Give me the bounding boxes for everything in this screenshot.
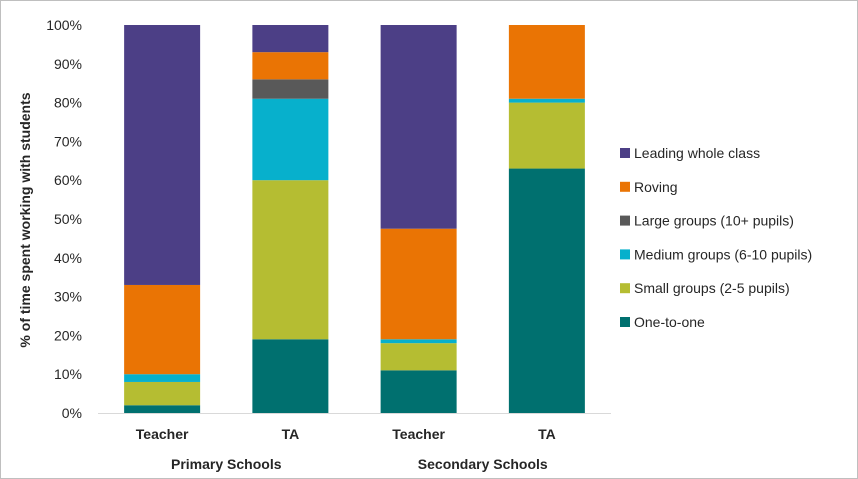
y-tick-label: 40% (54, 250, 82, 266)
bar-small-groups-2-5-pupils (380, 343, 457, 371)
legend-entry: Leading whole class (634, 145, 760, 161)
legend-swatch (620, 215, 630, 226)
legend-swatch (620, 181, 630, 192)
x-category-label: Teacher (392, 426, 445, 442)
y-tick-label: 70% (54, 133, 82, 149)
bar-small-groups-2-5-pupils (508, 102, 585, 169)
y-tick-label: 10% (54, 366, 82, 382)
legend-swatch (620, 249, 630, 260)
x-category-label: TA (282, 426, 300, 442)
bar-one-to-one (508, 168, 585, 413)
legend-entry: Roving (634, 179, 678, 195)
y-tick-label: 50% (54, 211, 82, 227)
bar-leading-whole-class (124, 25, 201, 285)
x-group-label: Primary Schools (171, 456, 282, 472)
legend-entry: Large groups (10+ pupils) (634, 213, 794, 229)
x-category-label: TA (538, 426, 556, 442)
legend: Leading whole class Roving Large groups (1… (620, 145, 812, 330)
bar-one-to-one (124, 405, 201, 413)
legend-entry: One-to-one (634, 314, 705, 330)
y-axis-label: % of time spent working with students (17, 92, 33, 347)
bar-roving (508, 25, 585, 99)
legend-swatch (620, 317, 630, 327)
legend-swatch (620, 283, 630, 294)
legend-entry: Small groups (2-5 pupils) (634, 280, 790, 296)
bar-large-groups-10-pupils (252, 79, 329, 99)
bars (124, 25, 585, 413)
bar-leading-whole-class (380, 25, 457, 229)
y-tick-label: 20% (54, 327, 82, 343)
bar-medium-groups-6-10-pupils (252, 98, 329, 181)
x-category-label: Teacher (136, 426, 189, 442)
bar-medium-groups-6-10-pupils (380, 339, 457, 344)
y-tick-label: 0% (62, 405, 82, 421)
bar-small-groups-2-5-pupils (252, 180, 329, 340)
y-axis: 0% 10% 20% 30% 40% 50% 60% 70% 80% 90% 100% (46, 17, 82, 421)
y-tick-label: 60% (54, 172, 82, 188)
y-tick-label: 100% (46, 17, 82, 33)
bar-leading-whole-class (252, 25, 329, 53)
bar-one-to-one (252, 339, 329, 413)
bar-medium-groups-6-10-pupils (508, 98, 585, 103)
bar-one-to-one (380, 370, 457, 413)
x-group-label: Secondary Schools (418, 456, 548, 472)
legend-swatch (620, 148, 630, 158)
y-tick-label: 90% (54, 56, 82, 72)
bar-small-groups-2-5-pupils (124, 381, 201, 406)
bar-roving (252, 52, 329, 80)
bar-roving (380, 228, 457, 340)
legend-entry: Medium groups (6-10 pupils) (634, 246, 812, 262)
bar-roving (124, 284, 201, 375)
y-tick-label: 30% (54, 289, 82, 305)
bar-medium-groups-6-10-pupils (124, 374, 201, 382)
y-tick-label: 80% (54, 95, 82, 111)
